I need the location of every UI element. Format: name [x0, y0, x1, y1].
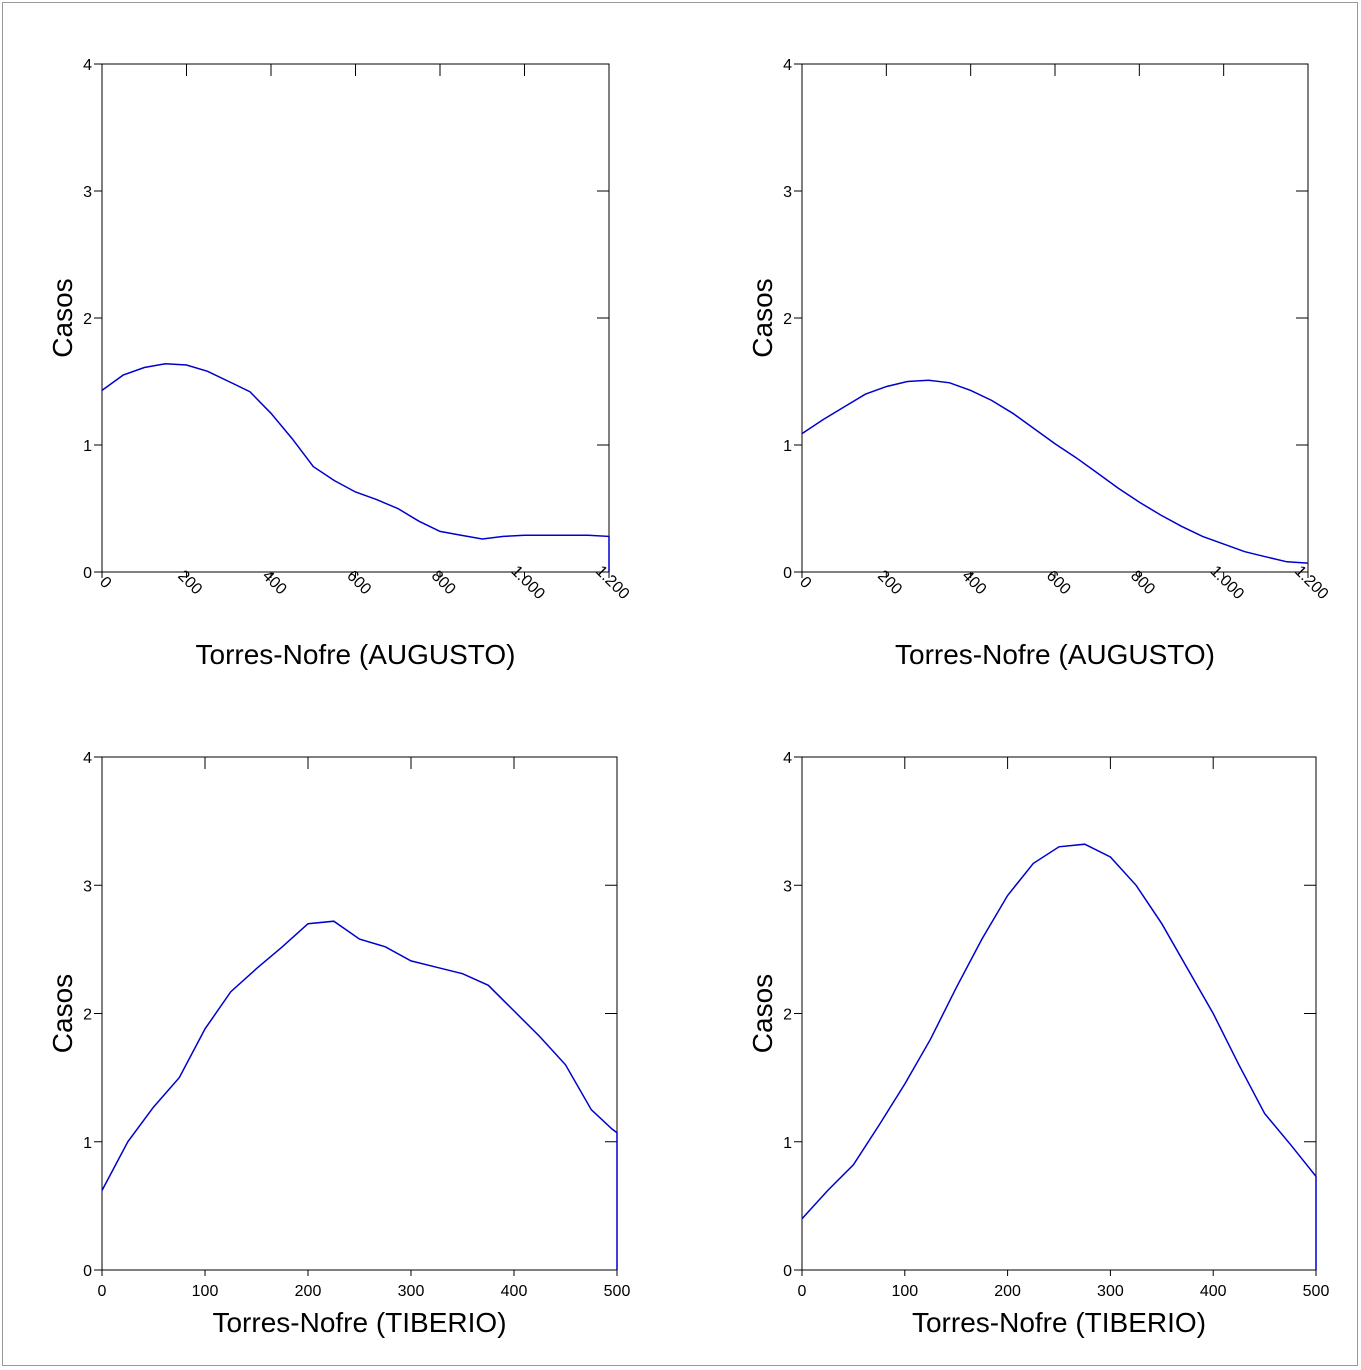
y-axis-label: Casos: [47, 974, 78, 1053]
x-tick-label: 300: [398, 1283, 425, 1300]
x-tick-label: 100: [192, 1283, 219, 1300]
y-tick-label: 1: [783, 1135, 792, 1152]
y-tick-label: 0: [83, 565, 92, 582]
y-tick-label: 2: [83, 1007, 92, 1024]
x-tick-label: 200: [994, 1283, 1021, 1300]
y-tick-label: 1: [83, 1135, 92, 1152]
x-tick-label: 400: [1200, 1283, 1227, 1300]
y-tick-label: 4: [783, 57, 792, 74]
y-axis-label: Casos: [747, 278, 778, 357]
y-tick-label: 3: [83, 878, 92, 895]
y-tick-label: 2: [783, 1007, 792, 1024]
y-tick-label: 4: [83, 57, 92, 74]
y-tick-label: 0: [83, 1263, 92, 1280]
y-tick-label: 0: [783, 1263, 792, 1280]
x-axis-label: Torres-Nofre (TIBERIO): [912, 1307, 1206, 1338]
x-axis-label: Torres-Nofre (TIBERIO): [212, 1307, 506, 1338]
y-tick-label: 4: [783, 750, 792, 767]
y-tick-label: 3: [783, 878, 792, 895]
x-tick-label: 500: [604, 1283, 631, 1300]
data-line: [101, 362, 610, 572]
y-tick-label: 4: [83, 750, 92, 767]
y-tick-label: 3: [783, 184, 792, 201]
x-tick-label: 0: [98, 1283, 107, 1300]
x-tick-label: 500: [1303, 1283, 1330, 1300]
x-tick-label: 100: [891, 1283, 918, 1300]
data-line: [801, 843, 1317, 1270]
y-axis-label: Casos: [47, 278, 78, 357]
x-tick-label: 0: [798, 1283, 807, 1300]
y-tick-label: 1: [83, 438, 92, 455]
y-tick-label: 2: [783, 311, 792, 328]
data-line: [801, 379, 1309, 564]
y-axis-label: Casos: [747, 974, 778, 1053]
x-tick-label: 400: [501, 1283, 528, 1300]
y-tick-label: 1: [783, 438, 792, 455]
x-tick-label: 200: [295, 1283, 322, 1300]
x-axis-label: Torres-Nofre (AUGUSTO): [196, 639, 516, 670]
x-axis-label: Torres-Nofre (AUGUSTO): [895, 639, 1215, 670]
y-tick-label: 2: [83, 311, 92, 328]
y-tick-label: 3: [83, 184, 92, 201]
x-tick-label: 300: [1097, 1283, 1124, 1300]
data-line: [101, 920, 618, 1270]
y-tick-label: 0: [783, 565, 792, 582]
